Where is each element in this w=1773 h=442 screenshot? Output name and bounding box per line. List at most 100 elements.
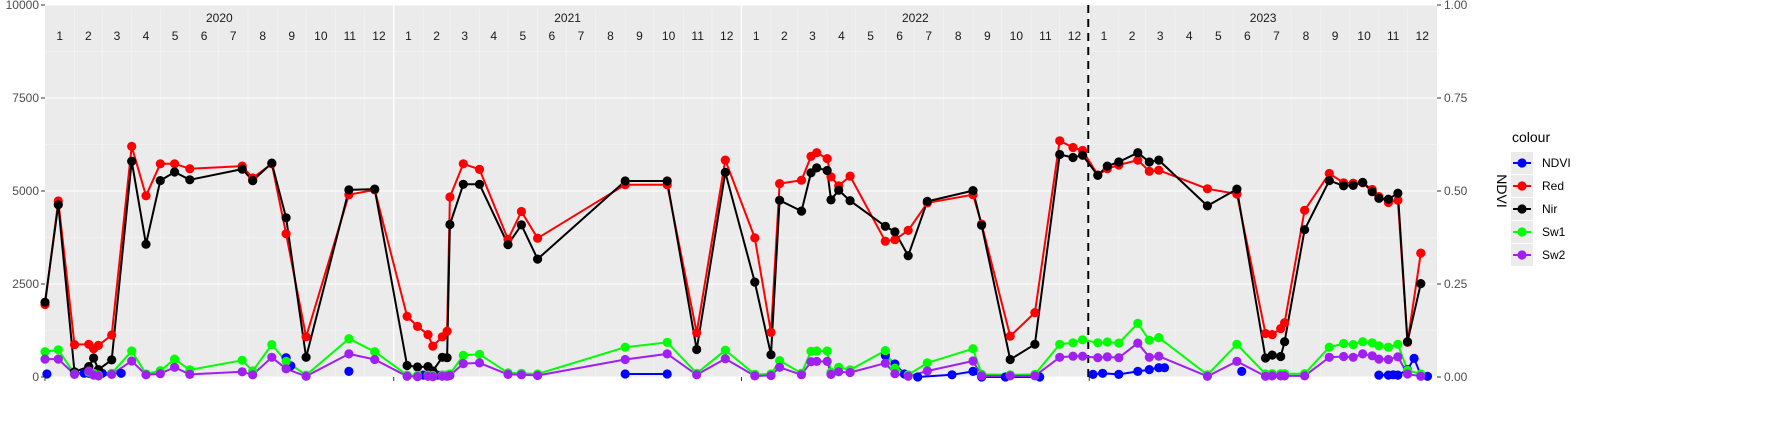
data-point-red	[1393, 195, 1403, 205]
data-point-nir	[812, 163, 822, 173]
data-point-sw1	[775, 356, 785, 366]
data-point-sw2	[977, 371, 987, 381]
data-point-nir	[1102, 161, 1112, 171]
data-point-ndvi	[42, 369, 52, 379]
data-point-sw1	[822, 346, 832, 356]
data-point-sw2	[1154, 351, 1164, 361]
data-point-sw2	[445, 370, 455, 381]
data-point-nir	[1078, 150, 1088, 160]
y2-tick-label: 0.25	[1444, 277, 1468, 291]
y2-tick-label: 0.50	[1444, 184, 1468, 198]
data-point-sw1	[474, 349, 485, 359]
data-point-red	[812, 148, 822, 158]
month-label: 12	[1416, 29, 1430, 43]
data-point-sw1	[1393, 339, 1403, 349]
year-label: 2022	[902, 11, 929, 25]
month-label: 6	[896, 29, 903, 43]
data-point-ndvi	[1237, 366, 1247, 376]
data-point-red	[1324, 168, 1334, 179]
month-label: 10	[314, 29, 328, 43]
y2-tick-label: 1.00	[1444, 0, 1468, 12]
data-point-sw2	[1005, 371, 1015, 381]
data-point-sw2	[1232, 356, 1242, 366]
legend-key-point	[1517, 158, 1527, 168]
data-point-sw2	[1133, 338, 1143, 348]
data-point-ndvi	[1098, 368, 1108, 378]
data-point-sw1	[53, 345, 63, 355]
data-point-sw2	[107, 369, 117, 379]
data-point-sw2	[281, 364, 291, 374]
data-point-nir	[1276, 351, 1286, 362]
data-point-ndvi	[1159, 363, 1170, 373]
data-point-sw2	[796, 370, 807, 380]
data-point-nir	[1068, 152, 1078, 163]
data-point-ndvi	[1114, 369, 1124, 379]
data-point-nir	[344, 185, 354, 195]
data-point-nir	[822, 165, 832, 176]
data-point-sw2	[822, 356, 832, 366]
data-point-red	[1154, 165, 1164, 175]
data-point-nir	[750, 277, 760, 287]
data-point-nir	[1232, 184, 1242, 194]
month-label: 3	[114, 29, 121, 43]
data-point-red	[301, 332, 311, 342]
data-point-sw2	[1324, 352, 1334, 362]
data-point-sw2	[474, 358, 485, 368]
legend-label-red: Red	[1542, 179, 1564, 193]
data-point-nir	[922, 196, 932, 206]
data-point-nir	[1133, 148, 1143, 158]
month-label: 4	[490, 29, 497, 43]
data-point-nir	[127, 156, 137, 166]
data-point-sw2	[834, 367, 844, 377]
data-point-nir	[796, 206, 807, 216]
data-point-red	[1300, 205, 1310, 215]
data-point-sw2	[1267, 371, 1277, 381]
data-point-sw1	[1093, 338, 1103, 348]
month-label: 2	[85, 29, 92, 43]
data-point-nir	[662, 176, 672, 186]
data-point-sw2	[1339, 351, 1349, 362]
data-point-red	[845, 171, 855, 181]
data-point-nir	[1358, 177, 1368, 187]
data-point-sw1	[968, 344, 978, 354]
data-point-nir	[402, 360, 412, 371]
data-point-nir	[692, 344, 702, 355]
data-point-nir	[620, 176, 630, 186]
data-point-sw2	[720, 354, 730, 364]
data-point-sw1	[880, 346, 890, 356]
data-point-sw2	[845, 367, 855, 378]
data-point-sw2	[1260, 371, 1271, 381]
data-point-sw1	[1348, 340, 1358, 350]
data-point-nir	[53, 200, 63, 210]
month-label: 7	[578, 29, 585, 43]
data-point-red	[428, 341, 438, 351]
year-label: 2021	[554, 11, 581, 25]
data-point-sw2	[1093, 353, 1103, 363]
data-point-nir	[1402, 337, 1413, 347]
data-point-ndvi	[1133, 366, 1143, 376]
data-point-nir	[720, 167, 730, 177]
data-point-sw2	[1078, 351, 1088, 361]
data-point-ndvi	[116, 368, 126, 378]
data-point-sw2	[1416, 371, 1426, 381]
data-point-nir	[1367, 187, 1377, 197]
data-point-nir	[170, 167, 180, 177]
data-point-sw2	[185, 369, 195, 379]
series-sw2-points	[40, 338, 1426, 382]
month-label: 7	[925, 29, 932, 43]
data-point-nir	[107, 355, 117, 365]
data-point-red	[692, 328, 702, 338]
data-point-sw2	[127, 356, 137, 366]
data-point-nir	[1280, 337, 1290, 347]
data-point-sw1	[1154, 333, 1164, 343]
data-point-nir	[40, 297, 50, 307]
data-point-red	[533, 233, 543, 243]
data-point-sw1	[281, 356, 291, 366]
data-point-red	[1068, 142, 1078, 153]
month-label: 11	[1039, 29, 1052, 43]
data-point-red	[458, 159, 468, 169]
data-point-red	[1005, 331, 1015, 341]
data-point-sw2	[1055, 352, 1065, 362]
y-tick-label: 0	[32, 370, 39, 384]
month-label: 1	[753, 29, 760, 43]
